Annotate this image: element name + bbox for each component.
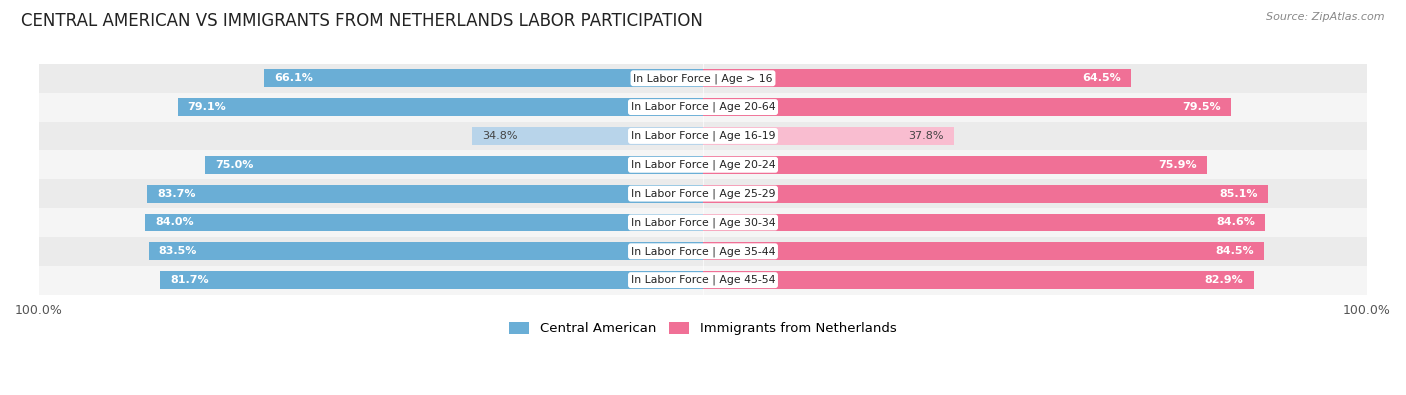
Legend: Central American, Immigrants from Netherlands: Central American, Immigrants from Nether… (505, 317, 901, 341)
Text: In Labor Force | Age 30-34: In Labor Force | Age 30-34 (631, 217, 775, 228)
Bar (160, 271, 703, 289)
Bar (39, 179, 1367, 208)
Text: 34.8%: 34.8% (482, 131, 517, 141)
Bar (703, 127, 955, 145)
Bar (39, 208, 1367, 237)
Bar (703, 271, 1254, 289)
Text: 37.8%: 37.8% (908, 131, 943, 141)
Text: CENTRAL AMERICAN VS IMMIGRANTS FROM NETHERLANDS LABOR PARTICIPATION: CENTRAL AMERICAN VS IMMIGRANTS FROM NETH… (21, 12, 703, 30)
Text: 83.7%: 83.7% (157, 188, 195, 199)
Text: In Labor Force | Age 45-54: In Labor Force | Age 45-54 (631, 275, 775, 285)
Bar (264, 69, 703, 87)
Text: 82.9%: 82.9% (1205, 275, 1243, 285)
Bar (177, 98, 703, 116)
Bar (145, 214, 703, 231)
Text: In Labor Force | Age 35-44: In Labor Force | Age 35-44 (631, 246, 775, 256)
Bar (703, 156, 1206, 174)
Text: 66.1%: 66.1% (274, 73, 314, 83)
Text: 84.6%: 84.6% (1216, 218, 1254, 228)
Text: Source: ZipAtlas.com: Source: ZipAtlas.com (1267, 12, 1385, 22)
Bar (703, 69, 1132, 87)
Bar (148, 185, 703, 203)
Text: In Labor Force | Age 20-64: In Labor Force | Age 20-64 (631, 102, 775, 112)
Text: 75.9%: 75.9% (1159, 160, 1197, 170)
Text: 75.0%: 75.0% (215, 160, 253, 170)
Text: 85.1%: 85.1% (1219, 188, 1258, 199)
Text: 84.5%: 84.5% (1216, 246, 1254, 256)
Text: 79.1%: 79.1% (187, 102, 226, 112)
Bar (472, 127, 703, 145)
Text: 84.0%: 84.0% (155, 218, 194, 228)
Bar (703, 98, 1230, 116)
Bar (39, 122, 1367, 150)
Text: In Labor Force | Age 25-29: In Labor Force | Age 25-29 (631, 188, 775, 199)
Bar (39, 93, 1367, 122)
Text: In Labor Force | Age > 16: In Labor Force | Age > 16 (633, 73, 773, 83)
Bar (39, 64, 1367, 93)
Bar (703, 185, 1268, 203)
Text: 64.5%: 64.5% (1083, 73, 1122, 83)
Bar (703, 243, 1264, 260)
Bar (149, 243, 703, 260)
Bar (39, 266, 1367, 295)
Text: 79.5%: 79.5% (1182, 102, 1220, 112)
Text: In Labor Force | Age 16-19: In Labor Force | Age 16-19 (631, 131, 775, 141)
Text: In Labor Force | Age 20-24: In Labor Force | Age 20-24 (631, 160, 775, 170)
Text: 83.5%: 83.5% (159, 246, 197, 256)
Bar (703, 214, 1265, 231)
Text: 81.7%: 81.7% (170, 275, 209, 285)
Bar (39, 150, 1367, 179)
Bar (205, 156, 703, 174)
Bar (39, 237, 1367, 266)
